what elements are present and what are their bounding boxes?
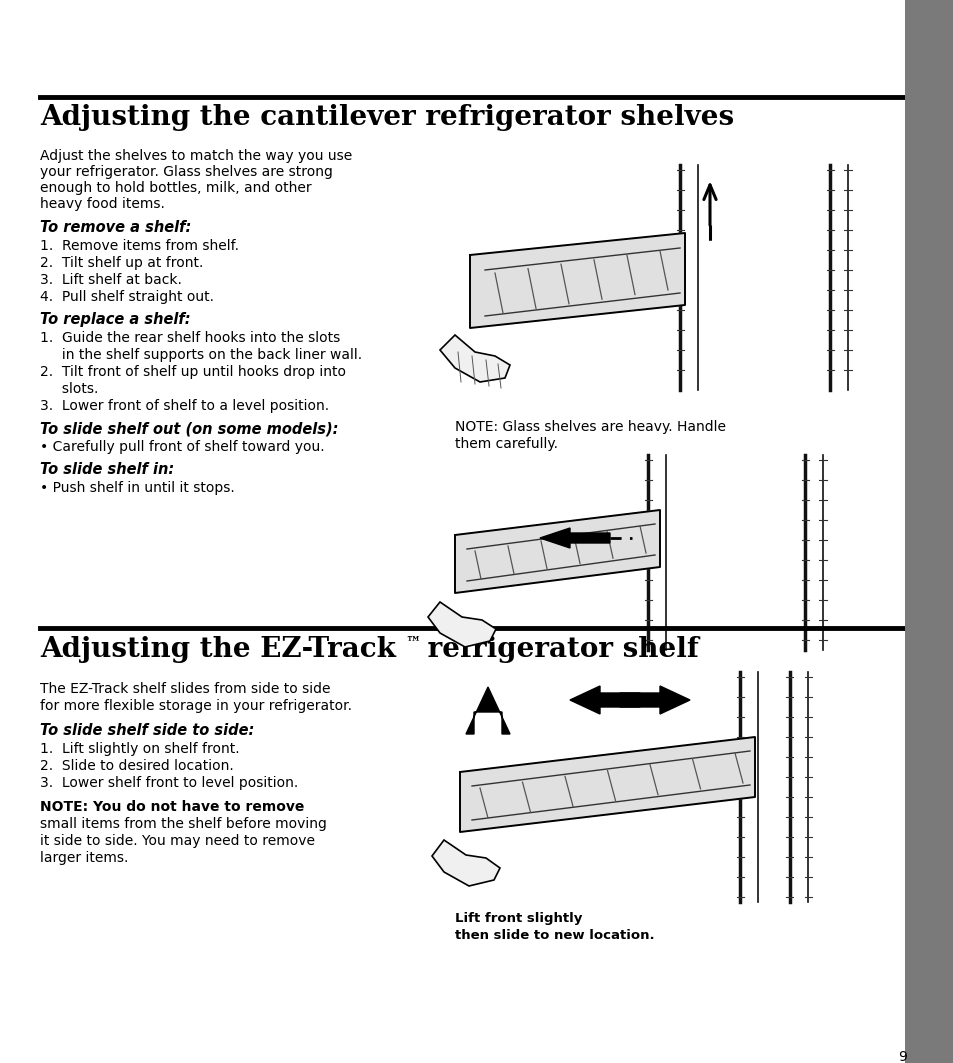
Text: NOTE: You do not have to remove: NOTE: You do not have to remove xyxy=(40,800,304,814)
Text: To slide shelf in:: To slide shelf in: xyxy=(40,462,174,477)
Text: 3.  Lift shelf at back.: 3. Lift shelf at back. xyxy=(40,273,182,287)
Text: To slide shelf out (on some models):: To slide shelf out (on some models): xyxy=(40,421,338,436)
Text: 3.  Lower shelf front to level position.: 3. Lower shelf front to level position. xyxy=(40,776,298,790)
Text: it side to side. You may need to remove: it side to side. You may need to remove xyxy=(40,834,314,848)
Polygon shape xyxy=(459,737,754,832)
Text: • Carefully pull front of shelf toward you.: • Carefully pull front of shelf toward y… xyxy=(40,440,324,454)
Text: heavy food items.: heavy food items. xyxy=(40,197,165,210)
Text: 4.  Pull shelf straight out.: 4. Pull shelf straight out. xyxy=(40,290,213,304)
Text: Adjusting the EZ-Track: Adjusting the EZ-Track xyxy=(40,636,395,663)
Text: your refrigerator. Glass shelves are strong: your refrigerator. Glass shelves are str… xyxy=(40,165,333,179)
Text: in the shelf supports on the back liner wall.: in the shelf supports on the back liner … xyxy=(40,348,362,362)
Bar xyxy=(904,0,953,1063)
Text: 2.  Tilt shelf up at front.: 2. Tilt shelf up at front. xyxy=(40,256,203,270)
Text: slots.: slots. xyxy=(40,382,98,396)
Text: 1.  Lift slightly on shelf front.: 1. Lift slightly on shelf front. xyxy=(40,742,239,756)
Text: 1.  Remove items from shelf.: 1. Remove items from shelf. xyxy=(40,239,239,253)
Text: ™: ™ xyxy=(405,636,420,649)
Polygon shape xyxy=(428,602,496,647)
Text: then slide to new location.: then slide to new location. xyxy=(455,929,654,942)
Text: To replace a shelf:: To replace a shelf: xyxy=(40,313,191,327)
Text: NOTE: Glass shelves are heavy. Handle: NOTE: Glass shelves are heavy. Handle xyxy=(455,420,725,434)
Polygon shape xyxy=(470,233,684,328)
Text: To remove a shelf:: To remove a shelf: xyxy=(40,220,192,235)
Text: To slide shelf side to side:: To slide shelf side to side: xyxy=(40,723,254,738)
Text: 9: 9 xyxy=(897,1050,906,1063)
Text: 3.  Lower front of shelf to a level position.: 3. Lower front of shelf to a level posit… xyxy=(40,399,329,414)
Text: • Push shelf in until it stops.: • Push shelf in until it stops. xyxy=(40,480,234,495)
Text: 2.  Tilt front of shelf up until hooks drop into: 2. Tilt front of shelf up until hooks dr… xyxy=(40,365,346,379)
Polygon shape xyxy=(432,840,499,885)
Text: Adjusting the cantilever refrigerator shelves: Adjusting the cantilever refrigerator sh… xyxy=(40,104,734,131)
Text: enough to hold bottles, milk, and other: enough to hold bottles, milk, and other xyxy=(40,181,312,195)
Polygon shape xyxy=(439,335,510,382)
Text: for more flexible storage in your refrigerator.: for more flexible storage in your refrig… xyxy=(40,699,352,713)
Text: larger items.: larger items. xyxy=(40,851,129,865)
Polygon shape xyxy=(465,687,510,733)
Polygon shape xyxy=(539,528,609,549)
Text: refrigerator shelf: refrigerator shelf xyxy=(417,636,699,663)
Polygon shape xyxy=(619,686,689,714)
Text: 2.  Slide to desired location.: 2. Slide to desired location. xyxy=(40,759,233,773)
Text: them carefully.: them carefully. xyxy=(455,437,558,451)
Polygon shape xyxy=(455,510,659,593)
Text: small items from the shelf before moving: small items from the shelf before moving xyxy=(40,817,327,831)
Text: Lift front slightly: Lift front slightly xyxy=(455,912,581,925)
Polygon shape xyxy=(569,686,639,714)
Text: Adjust the shelves to match the way you use: Adjust the shelves to match the way you … xyxy=(40,149,352,163)
Text: The EZ-Track shelf slides from side to side: The EZ-Track shelf slides from side to s… xyxy=(40,682,330,696)
Text: 1.  Guide the rear shelf hooks into the slots: 1. Guide the rear shelf hooks into the s… xyxy=(40,331,340,345)
